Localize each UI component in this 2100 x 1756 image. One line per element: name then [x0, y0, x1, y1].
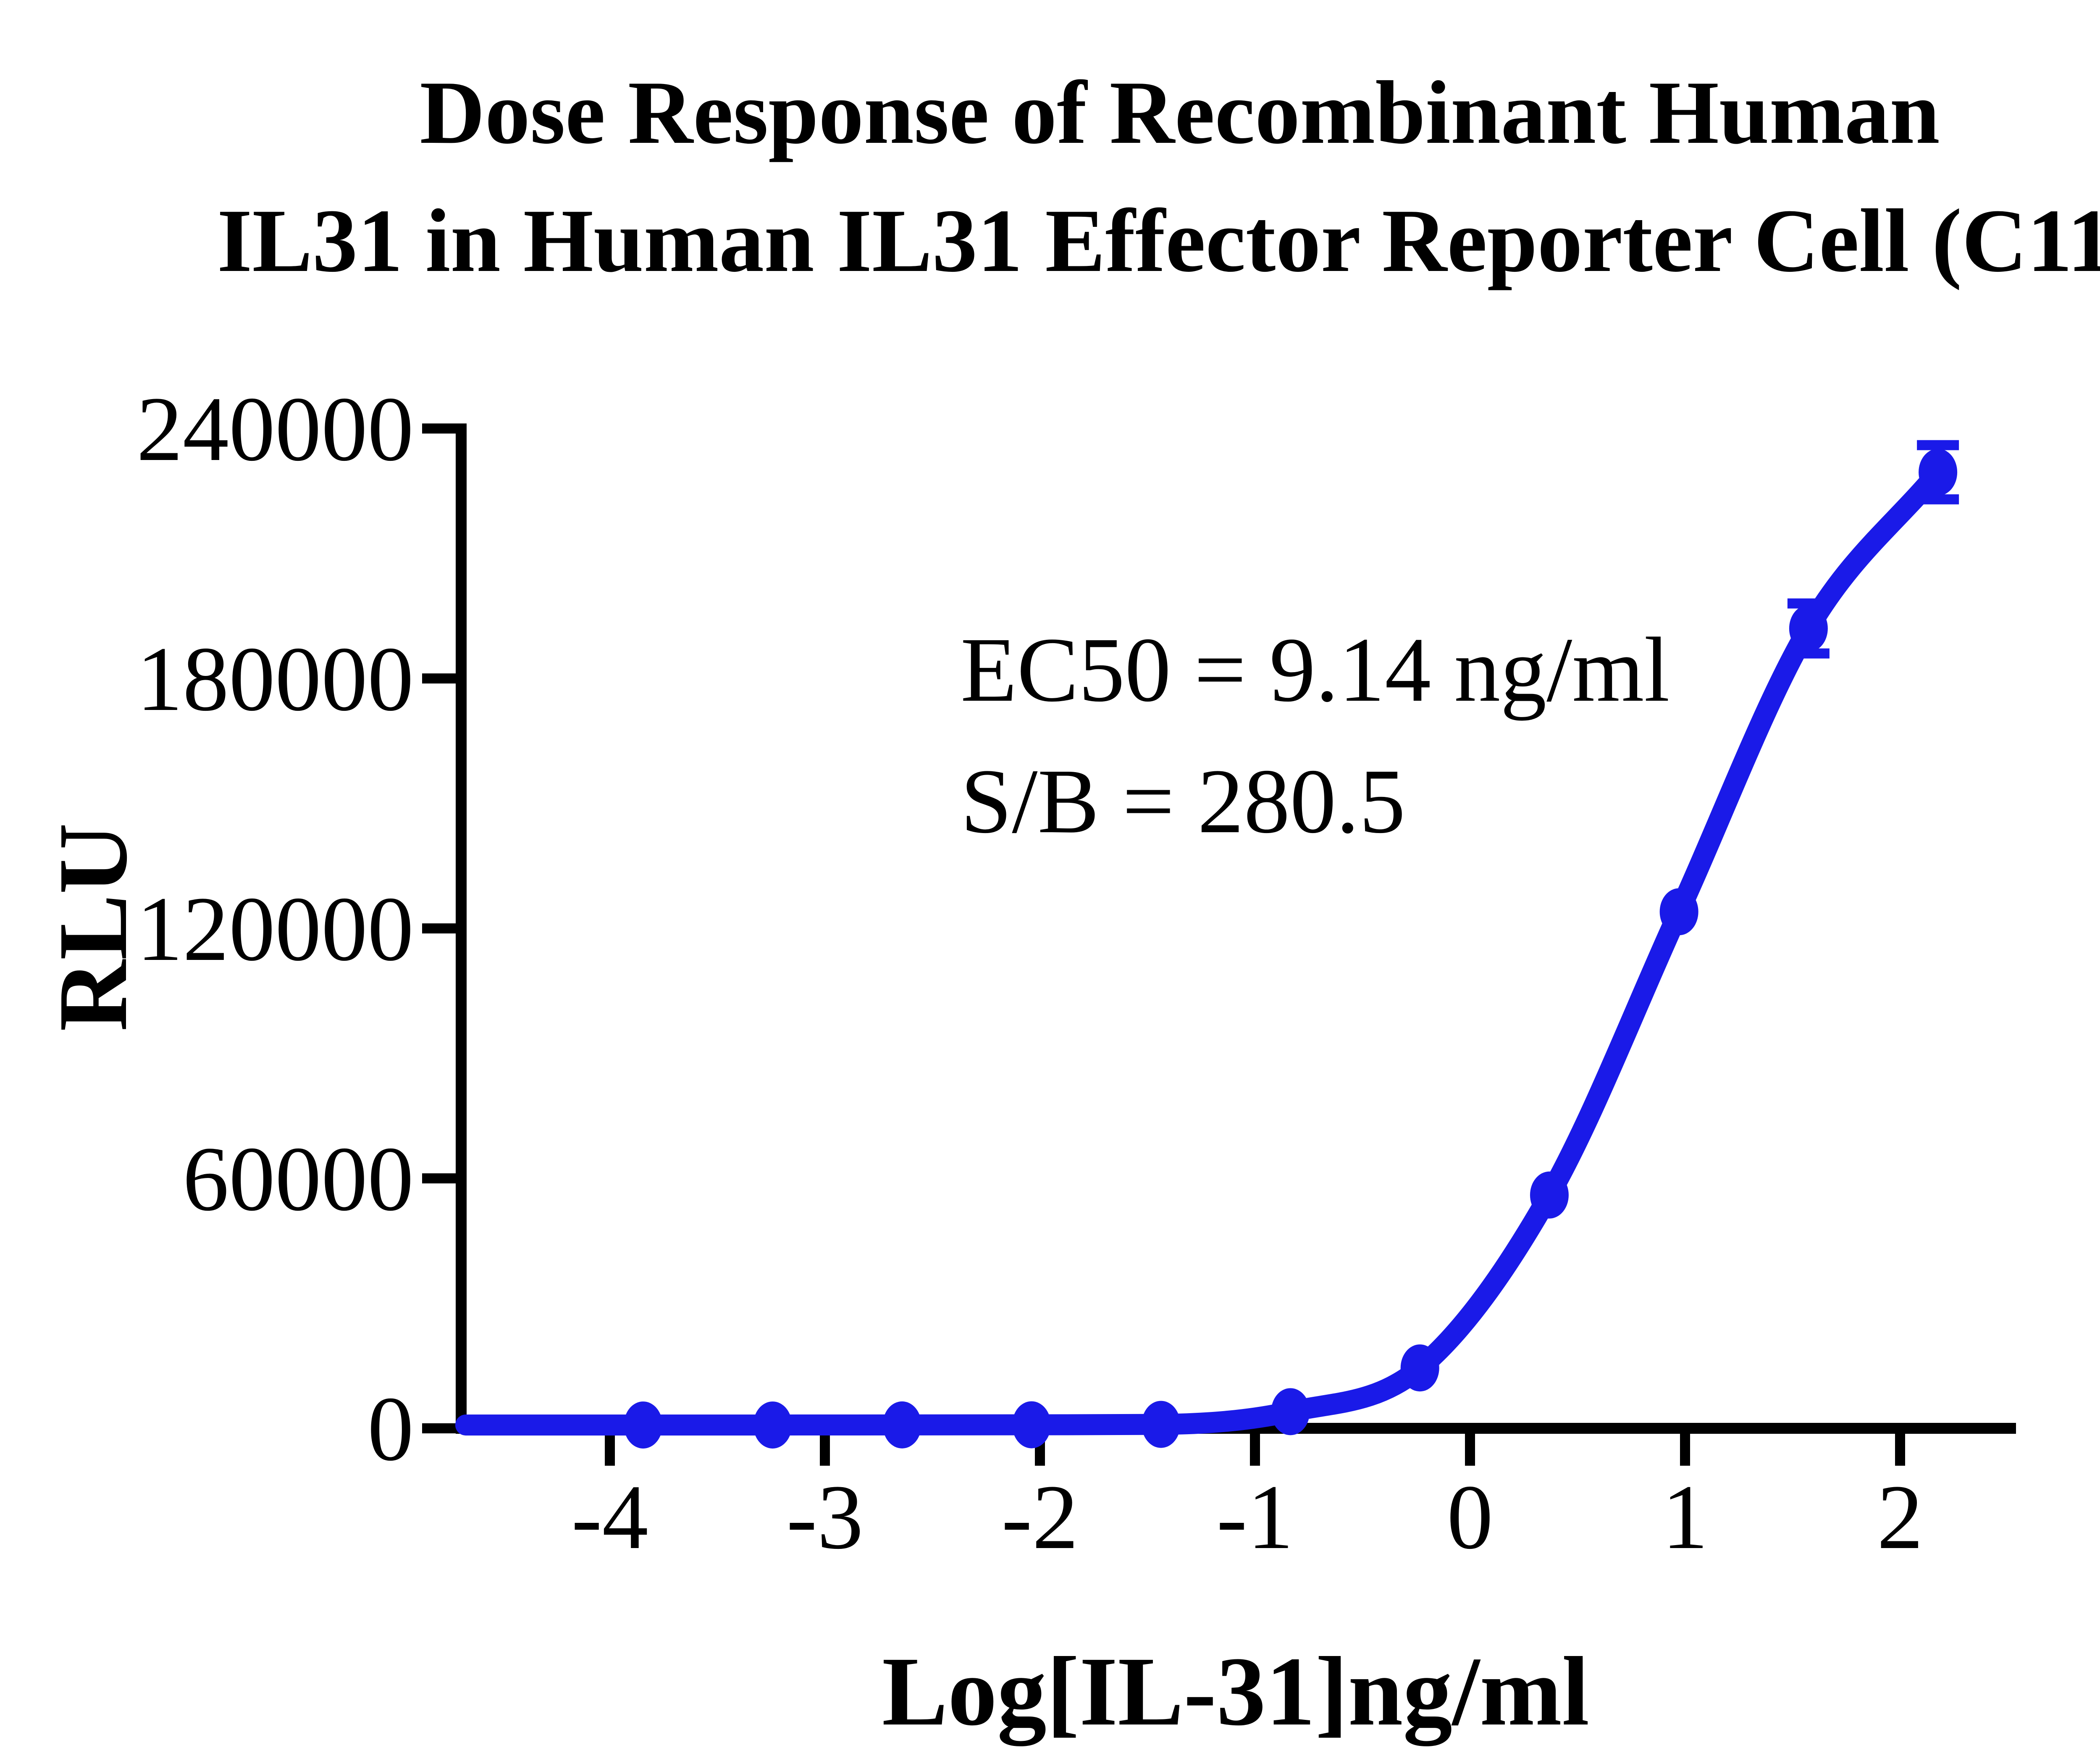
data-point-marker — [1271, 1388, 1310, 1435]
x-tick-label: 2 — [1877, 1466, 1923, 1568]
x-axis-label: Log[IL-31]ng/ml — [882, 1637, 1589, 1746]
y-tick-label: 60000 — [183, 1128, 414, 1230]
data-series — [455, 440, 1959, 1449]
data-point-marker — [882, 1401, 921, 1448]
chart-title: Dose Response of Recombinant Human IL31 … — [0, 48, 2100, 305]
y-tick — [422, 423, 456, 434]
ec50-annotation: EC50 = 9.14 ng/ml — [961, 618, 1670, 721]
x-tick-label: -1 — [1216, 1466, 1293, 1568]
y-axis-label: RLU — [38, 823, 147, 1031]
sb-annotation: S/B = 280.5 — [961, 750, 1406, 852]
y-tick — [422, 1173, 456, 1183]
y-tick — [422, 923, 456, 933]
y-axis-spine — [456, 423, 467, 1434]
x-tick-label: 0 — [1447, 1466, 1493, 1568]
data-point-marker — [753, 1401, 792, 1449]
data-point-marker — [1142, 1401, 1181, 1448]
data-point-marker — [1919, 449, 1958, 496]
x-tick — [820, 1434, 830, 1466]
chart-title-line2: IL31 in Human IL31 Effector Reporter Cel… — [217, 190, 2100, 291]
data-point-marker — [1012, 1401, 1051, 1448]
x-tick — [1895, 1434, 1905, 1466]
y-tick-label: 240000 — [136, 378, 414, 480]
y-tick — [422, 1423, 456, 1433]
y-tick-label: 0 — [368, 1377, 414, 1480]
data-point-marker — [1530, 1171, 1569, 1219]
x-tick-label: -4 — [571, 1466, 648, 1568]
data-point-marker — [1789, 605, 1828, 652]
x-tick — [1680, 1434, 1690, 1466]
y-tick-label: 120000 — [136, 878, 414, 980]
axes: 0 60000 120000 180000 240000 -4 -3 -2 -1 0 1 2 — [136, 378, 2016, 1568]
fit-annotation: EC50 = 9.14 ng/ml S/B = 280.5 — [961, 604, 1670, 867]
x-tick-label: -3 — [786, 1466, 863, 1568]
x-tick-label: -2 — [1001, 1466, 1078, 1568]
x-tick — [605, 1434, 615, 1466]
data-point-marker — [1400, 1344, 1439, 1392]
data-point-marker — [624, 1401, 663, 1449]
x-tick — [1465, 1434, 1475, 1466]
fit-curve — [455, 462, 1949, 1436]
chart-title-line1: Dose Response of Recombinant Human — [420, 62, 1940, 163]
y-tick-label: 180000 — [136, 628, 414, 730]
y-tick — [422, 673, 456, 683]
x-tick — [1250, 1434, 1260, 1466]
data-point-marker — [1659, 888, 1698, 936]
x-tick-label: 1 — [1662, 1466, 1708, 1568]
